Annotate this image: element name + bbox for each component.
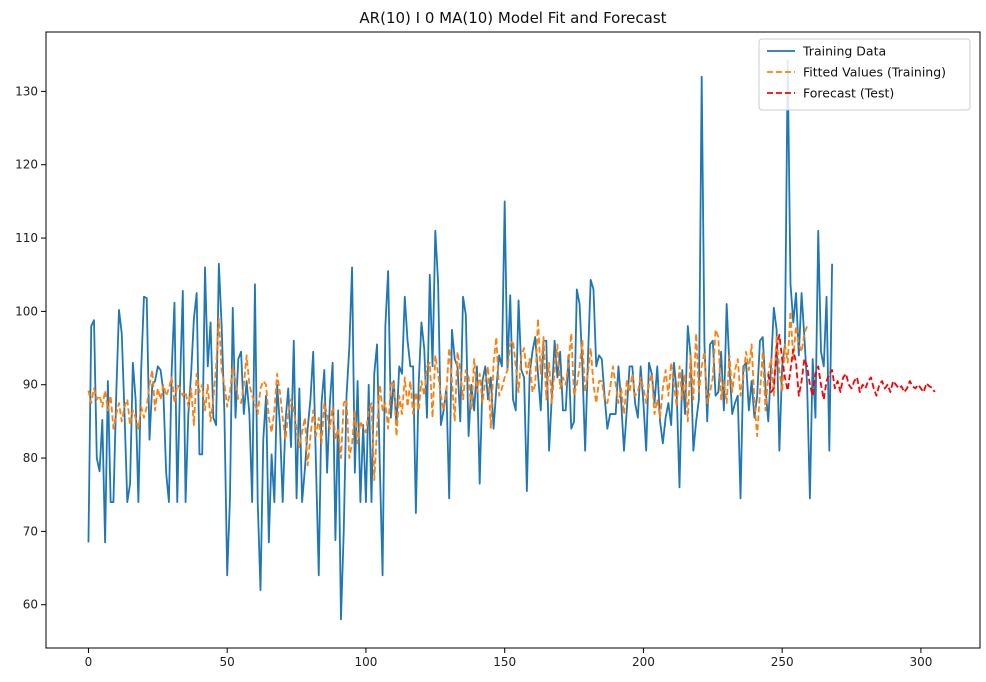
x-tick-label: 200 bbox=[632, 655, 655, 669]
series-line-2 bbox=[87, 310, 808, 481]
x-axis: 0 50 100 150 200 250 300 bbox=[85, 648, 932, 669]
series-line-1 bbox=[87, 59, 833, 621]
y-tick-label: 80 bbox=[23, 451, 38, 465]
legend-label: Forecast (Test) bbox=[803, 86, 894, 101]
x-tick-label: 150 bbox=[493, 655, 516, 669]
y-axis: 60 70 80 90 100 110 120 130 bbox=[15, 84, 46, 612]
series-line-3 bbox=[767, 333, 936, 401]
y-tick-label: 120 bbox=[15, 158, 38, 172]
x-tick-label: 300 bbox=[909, 655, 932, 669]
legend-box bbox=[758, 38, 971, 111]
y-tick-label: 130 bbox=[15, 84, 38, 98]
x-tick-label: 50 bbox=[220, 655, 235, 669]
y-tick-label: 70 bbox=[23, 524, 38, 538]
y-tick-label: 60 bbox=[23, 598, 38, 612]
legend: Training Data Fitted Values (Training) For… bbox=[758, 38, 971, 111]
chart-title: AR(10) I 0 MA(10) Model Fit and Forecast bbox=[359, 9, 666, 27]
x-tick-label: 100 bbox=[354, 655, 377, 669]
x-tick-label: 0 bbox=[85, 655, 93, 669]
x-tick-label: 250 bbox=[771, 655, 794, 669]
axes-frame bbox=[45, 31, 981, 649]
legend-label: Fitted Values (Training) bbox=[803, 65, 946, 80]
legend-label: Training Data bbox=[802, 44, 886, 59]
y-tick-label: 110 bbox=[15, 231, 38, 245]
y-tick-label: 90 bbox=[23, 378, 38, 392]
plot-area bbox=[87, 59, 936, 621]
y-tick-label: 100 bbox=[15, 304, 38, 318]
